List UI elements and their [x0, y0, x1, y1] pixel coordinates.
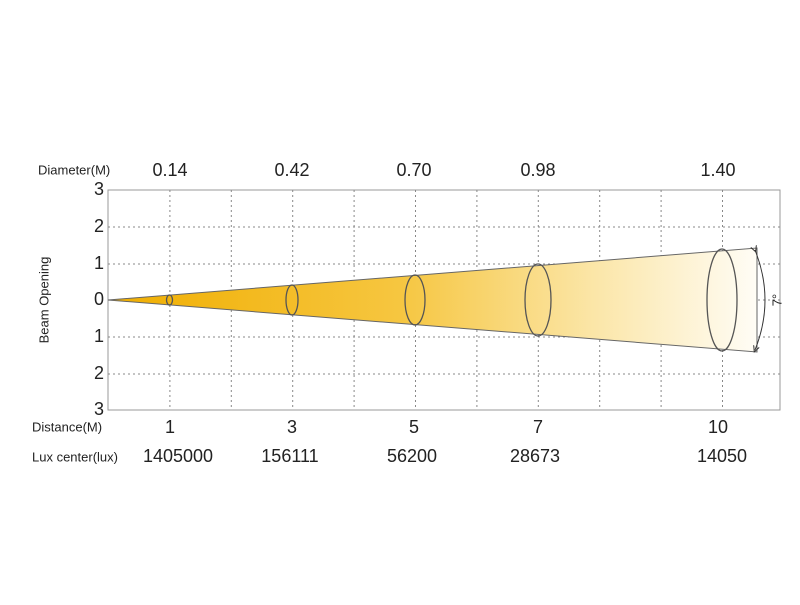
opening-tick: 0 — [94, 289, 104, 309]
beam-section — [524, 263, 552, 337]
distance-value: 10 — [708, 417, 728, 437]
lux-label: Lux center(lux) — [32, 449, 118, 464]
distance-value: 5 — [409, 417, 419, 437]
lux-value: 156111 — [261, 446, 318, 466]
lux-value: 14050 — [697, 446, 747, 466]
beam-section — [404, 274, 426, 326]
opening-tick: 2 — [94, 216, 104, 236]
lux-value: 56200 — [387, 446, 437, 466]
axis-label: Beam Opening — [36, 257, 51, 344]
angle-arc — [755, 250, 766, 350]
opening-tick: 2 — [94, 363, 104, 383]
diameter-value: 0.14 — [152, 160, 187, 180]
diameter-value: 1.40 — [700, 160, 735, 180]
beam-sections — [165, 248, 738, 352]
angle-label: 7° — [769, 294, 784, 306]
distance-value: 3 — [287, 417, 297, 437]
lux-value: 1405000 — [143, 446, 213, 466]
opening-tick: 1 — [94, 326, 104, 346]
lux-value: 28673 — [510, 446, 560, 466]
distance-label: Distance(M) — [32, 419, 102, 434]
distance-value: 1 — [165, 417, 175, 437]
opening-tick: 1 — [94, 253, 104, 273]
diameter-value: 0.98 — [520, 160, 555, 180]
beam — [107, 247, 758, 353]
beam-section — [706, 248, 738, 352]
beam-section — [165, 294, 174, 306]
diameter-label: Diameter(M) — [38, 162, 110, 177]
beam-section — [285, 284, 299, 316]
diameter-value: 0.42 — [274, 160, 309, 180]
diameter-value: 0.70 — [396, 160, 431, 180]
distance-value: 7 — [533, 417, 543, 437]
opening-tick: 3 — [94, 179, 104, 199]
opening-tick: 3 — [94, 399, 104, 419]
